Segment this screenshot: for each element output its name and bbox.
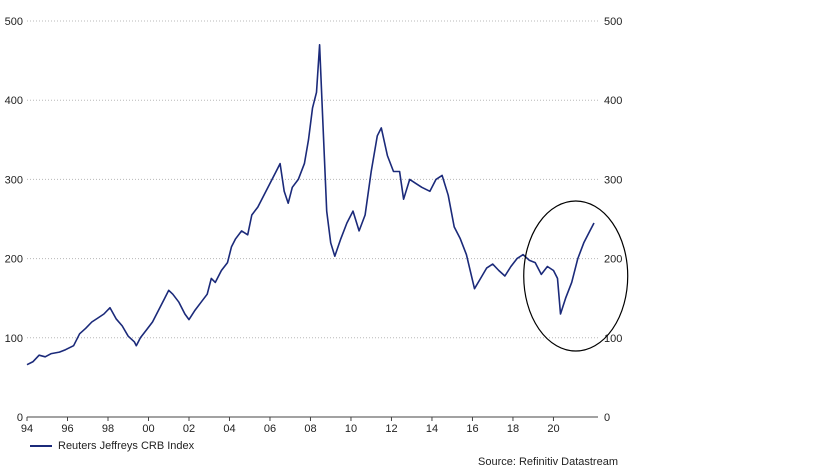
y-tick-right-400: 400 [604, 95, 622, 107]
y-tick-right-0: 0 [604, 412, 610, 424]
y-tick-right-500: 500 [604, 16, 622, 28]
y-tick-right-300: 300 [604, 174, 622, 186]
right-y-axis: 0 100 200 300 400 500 [604, 16, 622, 424]
legend-label: Reuters Jeffreys CRB Index [58, 440, 195, 452]
x-tick-16: 16 [466, 423, 478, 435]
x-tick-04: 04 [223, 423, 235, 435]
x-tick-00: 00 [142, 423, 154, 435]
y-tick-left-200: 200 [5, 254, 23, 266]
y-tick-right-100: 100 [604, 333, 622, 345]
y-tick-left-100: 100 [5, 333, 23, 345]
y-tick-left-500: 500 [5, 16, 23, 28]
x-tick-02: 02 [183, 423, 195, 435]
source-note: Source: Refinitiv Datastream [478, 456, 618, 468]
x-tick-18: 18 [507, 423, 519, 435]
x-tick-12: 12 [385, 423, 397, 435]
series-line-0 [26, 44, 595, 366]
x-tick-96: 96 [61, 423, 73, 435]
legend-swatch [30, 445, 52, 447]
x-axis: 94 96 98 00 02 04 06 08 10 12 14 16 18 20 [21, 416, 598, 435]
x-tick-20: 20 [547, 423, 559, 435]
x-tick-06: 06 [264, 423, 276, 435]
highlight-ellipse [523, 200, 629, 352]
grid-lines [27, 20, 598, 339]
y-tick-left-300: 300 [5, 174, 23, 186]
x-tick-08: 08 [304, 423, 316, 435]
legend: Reuters Jeffreys CRB Index [30, 440, 194, 452]
series-lines [26, 44, 595, 366]
y-tick-left-0: 0 [17, 412, 23, 424]
left-y-axis: 0 100 200 300 400 500 [5, 16, 23, 424]
x-tick-94: 94 [21, 423, 33, 435]
x-tick-98: 98 [102, 423, 114, 435]
y-tick-right-200: 200 [604, 254, 622, 266]
annotations [523, 200, 629, 352]
y-tick-left-400: 400 [5, 95, 23, 107]
x-tick-14: 14 [426, 423, 438, 435]
x-tick-10: 10 [345, 423, 357, 435]
